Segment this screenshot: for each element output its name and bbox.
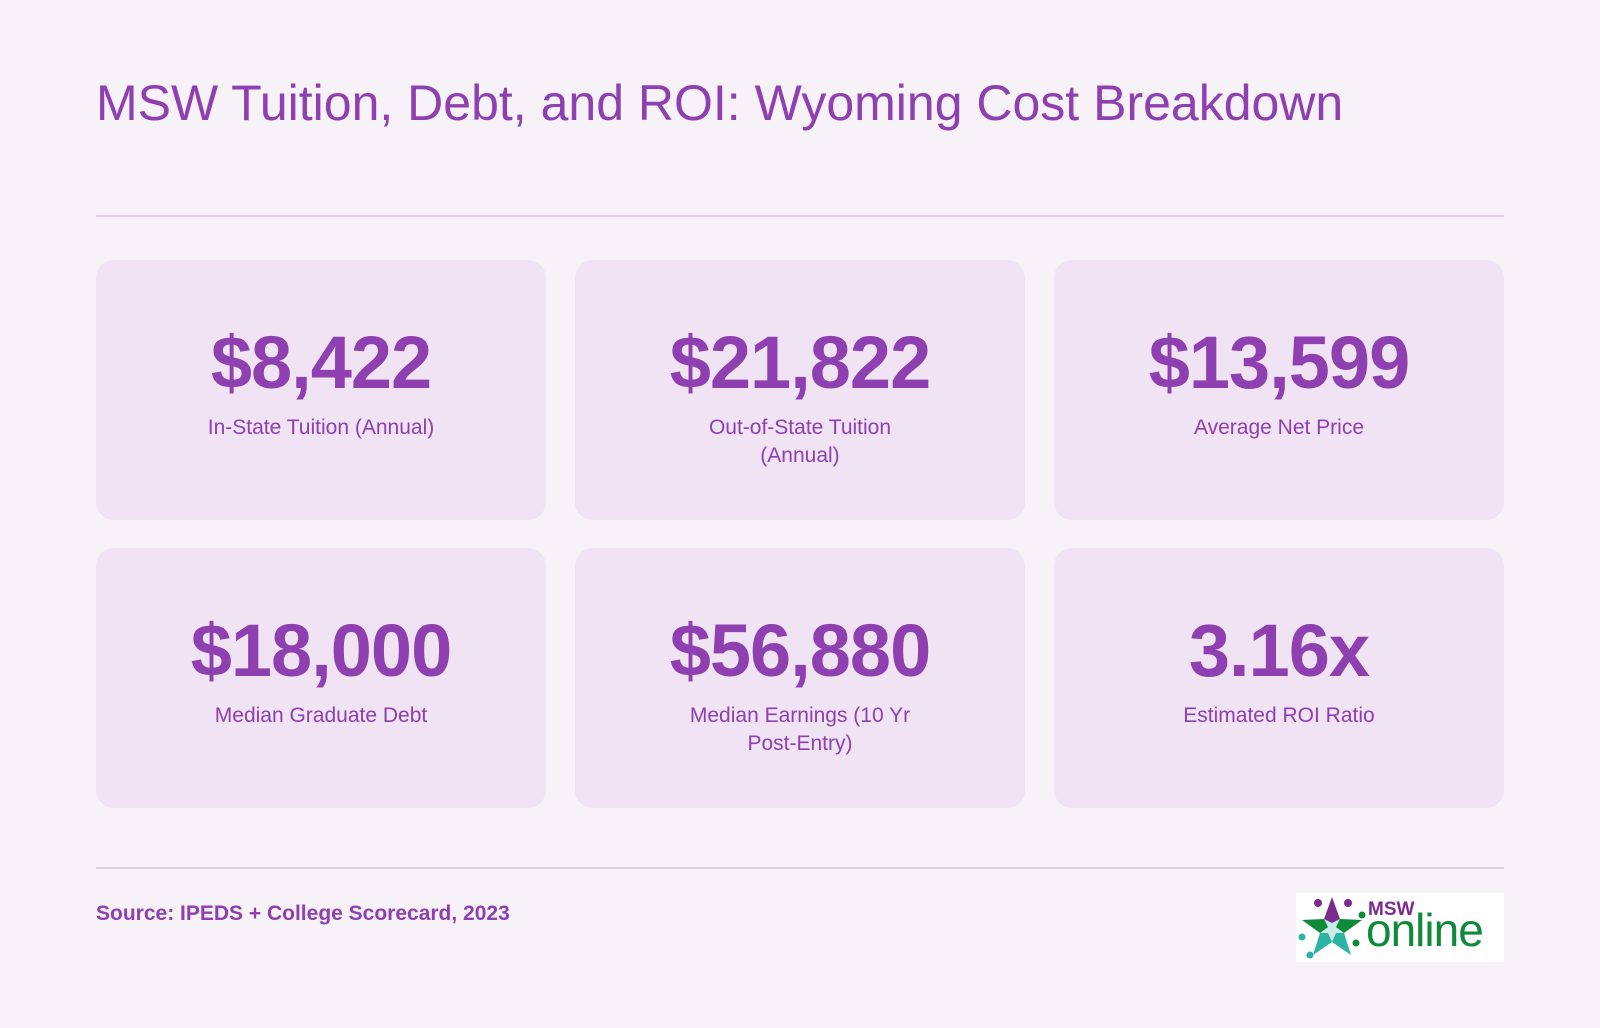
- page-title: MSW Tuition, Debt, and ROI: Wyoming Cost…: [96, 75, 1344, 131]
- stat-value: $21,822: [669, 321, 931, 404]
- stat-label: Out-of-State Tuition (Annual): [708, 416, 892, 467]
- stat-value: $8,422: [210, 321, 432, 404]
- stat-card-median-graduate-debt: $18,000 Median Graduate Debt: [96, 548, 546, 808]
- top-divider: [96, 215, 1504, 217]
- stat-card-median-earnings: $56,880 Median Earnings (10 Yr Post-Entr…: [575, 548, 1025, 808]
- star-people-icon: [1298, 897, 1366, 959]
- stat-label: Median Graduate Debt: [214, 704, 428, 727]
- stat-value: 3.16x: [1188, 609, 1370, 692]
- stats-grid: $8,422 In-State Tuition (Annual) $21,822…: [96, 260, 1504, 808]
- stat-label: Median Earnings (10 Yr Post-Entry): [689, 704, 911, 755]
- stat-card-out-of-state-tuition: $21,822 Out-of-State Tuition (Annual): [575, 260, 1025, 520]
- stat-value: $18,000: [190, 609, 452, 692]
- stat-value: $56,880: [669, 609, 931, 692]
- stat-card-in-state-tuition: $8,422 In-State Tuition (Annual): [96, 260, 546, 520]
- stat-card-roi-ratio: 3.16x Estimated ROI Ratio: [1054, 548, 1504, 808]
- stat-label: Estimated ROI Ratio: [1183, 704, 1375, 727]
- msw-online-logo: MSW online: [1296, 893, 1504, 962]
- stat-label: In-State Tuition (Annual): [207, 416, 435, 439]
- logo-msw-text: MSW: [1368, 899, 1415, 920]
- stat-value: $13,599: [1148, 321, 1410, 404]
- stat-label: Average Net Price: [1193, 416, 1365, 439]
- bottom-divider: [96, 867, 1504, 869]
- logo-online-text: online: [1366, 904, 1484, 956]
- source-note: Source: IPEDS + College Scorecard, 2023: [96, 902, 510, 925]
- stat-card-average-net-price: $13,599 Average Net Price: [1054, 260, 1504, 520]
